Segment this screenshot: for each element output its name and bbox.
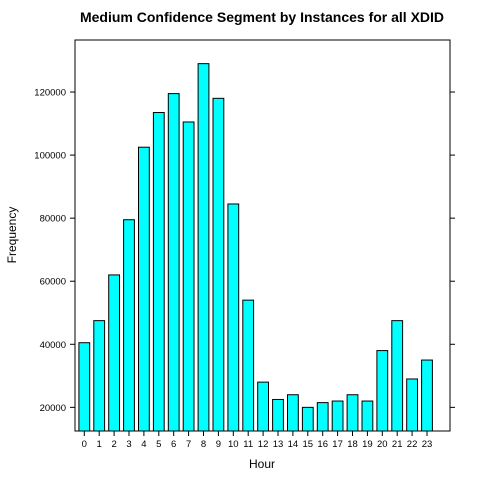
bar-hour-1 — [93, 320, 106, 432]
y-tick-label: 40000 — [40, 340, 66, 351]
bar-hour-7 — [182, 121, 195, 432]
x-tick-label: 16 — [317, 439, 328, 450]
chart-title: Medium Confidence Segment by Instances f… — [80, 9, 444, 25]
y-axis-label: Frequency — [5, 207, 19, 264]
bar-hour-12 — [257, 381, 270, 432]
x-tick-label: 3 — [126, 439, 131, 450]
bar-hour-5 — [152, 112, 165, 432]
y-tick-label: 60000 — [40, 277, 66, 288]
x-tick-label: 14 — [288, 439, 299, 450]
bar-hour-15 — [301, 406, 314, 432]
bar-hour-22 — [406, 378, 419, 432]
x-axis-label: Hour — [249, 457, 275, 471]
bar-hour-19 — [361, 400, 374, 432]
x-tick-label: 18 — [347, 439, 358, 450]
x-tick-label: 13 — [273, 439, 284, 450]
x-tick-label: 19 — [362, 439, 373, 450]
x-tick-label: 4 — [141, 439, 146, 450]
x-tick-label: 10 — [228, 439, 239, 450]
plot-frame — [74, 39, 451, 432]
x-tick-label: 6 — [171, 439, 176, 450]
bar-hour-18 — [346, 394, 359, 432]
bar-hour-17 — [331, 400, 344, 432]
x-tick-label: 0 — [82, 439, 87, 450]
x-tick-label: 23 — [422, 439, 433, 450]
bar-hour-2 — [108, 274, 120, 432]
bar-hour-9 — [212, 97, 225, 432]
x-tick-label: 12 — [258, 439, 269, 450]
bar-hour-16 — [316, 402, 329, 432]
y-tick-label: 20000 — [40, 403, 66, 414]
ticks-layer: 0 1 2 3 4 5 6 7 8 9 10 11 12 13 14 15 16 17 18 19 20 21 22 2320… — [34, 88, 455, 450]
x-tick-label: 15 — [303, 439, 314, 450]
x-tick-label: 1 — [97, 439, 102, 450]
x-tick-label: 2 — [111, 439, 116, 450]
bar-hour-6 — [167, 93, 180, 432]
bar-hour-13 — [272, 398, 284, 432]
bar-hour-3 — [123, 219, 135, 432]
y-tick-label: 100000 — [34, 151, 66, 162]
x-tick-label: 11 — [243, 439, 253, 450]
x-tick-label: 8 — [201, 439, 206, 450]
x-tick-label: 20 — [377, 439, 388, 450]
bar-hour-23 — [421, 359, 433, 432]
bar-hour-10 — [227, 203, 240, 432]
bar-hour-11 — [242, 299, 255, 432]
x-tick-label: 21 — [392, 439, 403, 450]
x-tick-label: 5 — [156, 439, 161, 450]
bar-hour-21 — [391, 320, 404, 432]
x-tick-label: 7 — [186, 439, 191, 450]
y-tick-label: 120000 — [34, 88, 66, 99]
x-tick-label: 9 — [216, 439, 221, 450]
bar-hour-8 — [197, 63, 210, 432]
bar-hour-0 — [78, 342, 91, 432]
y-tick-label: 80000 — [40, 214, 66, 225]
x-tick-label: 17 — [332, 439, 343, 450]
bar-hour-14 — [287, 394, 299, 432]
bar-hour-20 — [376, 350, 389, 432]
bar-hour-4 — [138, 146, 150, 432]
x-tick-label: 22 — [407, 439, 418, 450]
